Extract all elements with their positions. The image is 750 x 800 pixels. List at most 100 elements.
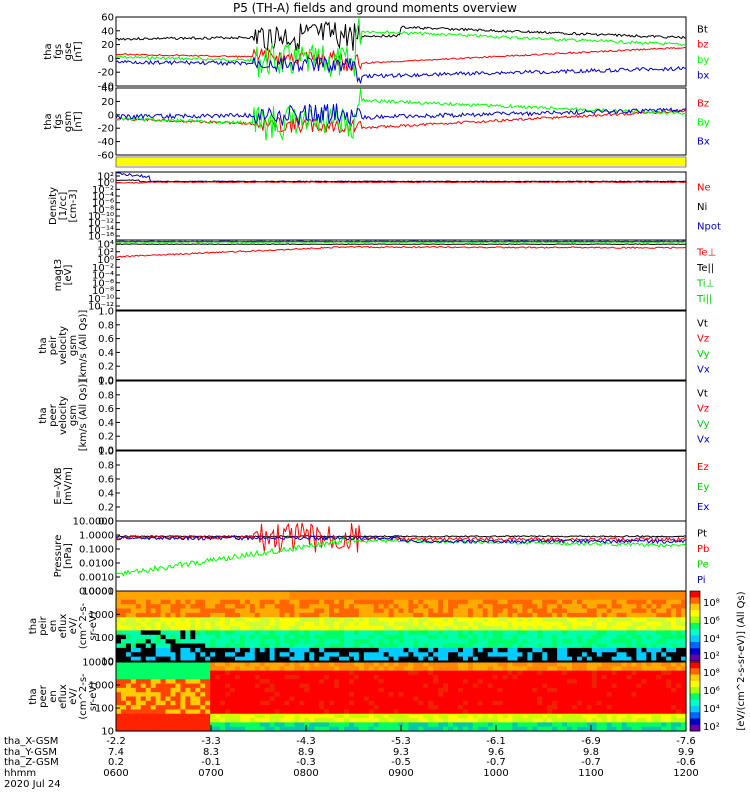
spectrogram-cell — [388, 722, 395, 728]
spectrogram-cell — [120, 705, 127, 711]
spectrogram-cell — [309, 687, 315, 693]
spectrogram-cell — [304, 679, 310, 685]
spectrogram-cell — [304, 683, 310, 689]
spectrogram-cell — [140, 666, 147, 672]
spectrogram-cell — [116, 639, 122, 645]
spectrogram-cell — [522, 630, 528, 636]
spectrogram-cell — [492, 696, 499, 702]
spectrogram-cell — [180, 726, 186, 732]
spectrogram-cell — [472, 683, 479, 689]
spectrogram-cell — [477, 670, 484, 676]
spectrogram-cell — [329, 647, 335, 653]
spectrogram-cell — [353, 700, 360, 706]
spectrogram-cell — [453, 612, 459, 618]
spectrogram-cell — [472, 634, 479, 640]
spectrogram-cell — [527, 617, 533, 623]
spectrogram-cell — [651, 700, 657, 706]
spectrogram-cell — [522, 617, 528, 623]
spectrogram-cell — [289, 630, 296, 636]
spectrogram-cell — [462, 705, 469, 711]
spectrogram-cell — [606, 604, 613, 610]
panel-frame — [115, 310, 687, 381]
spectrogram-cell — [626, 722, 633, 728]
spectrogram-cell — [443, 662, 449, 667]
spectrogram-cell — [438, 591, 444, 596]
spectrogram-cell — [210, 679, 216, 685]
spectrogram-cell — [284, 630, 291, 636]
spectrogram-cell — [477, 599, 484, 605]
spectrogram-cell — [239, 722, 246, 728]
spectrogram-cell — [676, 713, 682, 719]
spectrogram-cell — [244, 696, 251, 702]
spectrogram-cell — [309, 700, 315, 706]
spectrogram-cell — [284, 634, 291, 640]
colorbar-cell — [690, 705, 700, 713]
spectrogram-cell — [269, 656, 276, 662]
colorbar-tick-label: 10² — [703, 722, 720, 733]
spectrogram-cell — [413, 722, 419, 728]
spectrogram-cell — [636, 608, 642, 614]
y-tick-label: 1.0000 — [79, 531, 114, 542]
spectrogram-cell — [601, 662, 608, 667]
spectrogram-cell — [130, 621, 137, 627]
spectrogram-cell — [438, 621, 444, 627]
spectrogram-cell — [244, 608, 251, 614]
spectrogram-cell — [299, 652, 305, 658]
spectrogram-cell — [433, 687, 439, 693]
spectrogram-cell — [586, 647, 593, 653]
spectrogram-cell — [606, 674, 613, 680]
spectrogram-cell — [507, 709, 514, 715]
spectrogram-cell — [284, 617, 291, 623]
spectrogram-cell — [681, 643, 687, 649]
spectrogram-cell — [334, 595, 340, 601]
spectrogram-cell — [269, 700, 276, 706]
spectrogram-cell — [234, 652, 241, 658]
spectrogram-cell — [378, 700, 385, 706]
spectrogram-cell — [220, 591, 226, 596]
spectrogram-cell — [230, 709, 236, 715]
y-tick-label: 0.0100 — [79, 559, 114, 570]
spectrogram-cell — [244, 656, 251, 662]
spectrogram-cell — [676, 604, 682, 610]
spectrogram-cell — [244, 599, 251, 605]
spectrogram-cell — [462, 591, 469, 596]
spectrogram-cell — [170, 595, 177, 601]
spectrogram-cell — [215, 662, 221, 667]
spectrogram-cell — [195, 656, 201, 662]
spectrogram-cell — [259, 621, 266, 627]
spectrogram-cell — [155, 692, 162, 698]
spectrogram-cell — [210, 700, 216, 706]
spectrogram-cell — [279, 599, 286, 605]
spectrogram-cell — [671, 656, 677, 662]
spectrogram-cell — [116, 696, 122, 702]
spectrogram-cell — [165, 643, 172, 649]
y-tick-label: 0.0010 — [79, 573, 114, 584]
spectrogram-cell — [512, 722, 519, 728]
spectrogram-cell — [324, 652, 330, 658]
spectrogram-cell — [145, 630, 152, 636]
spectrogram-cell — [190, 726, 196, 732]
spectrogram-cell — [487, 683, 494, 689]
spectrogram-cell — [353, 670, 360, 676]
y-axis-label: [1/cc] — [58, 192, 69, 221]
spectrogram-cell — [676, 696, 682, 702]
y-tick-label: 0.2 — [98, 503, 114, 514]
spectrogram-cell — [676, 639, 682, 645]
spectrogram-cell — [309, 666, 315, 672]
spectrogram-cell — [586, 639, 593, 645]
spectrogram-cell — [448, 709, 454, 715]
spectrogram-cell — [344, 608, 350, 614]
spectrogram-cell — [477, 696, 484, 702]
spectrogram-cell — [492, 612, 499, 618]
spectrogram-cell — [418, 599, 424, 605]
spectrogram-cell — [150, 591, 157, 596]
spectrogram-cell — [120, 630, 127, 636]
spectrogram-cell — [348, 647, 355, 653]
spectrogram-cell — [572, 713, 578, 719]
spectrogram-cell — [586, 683, 593, 689]
spectrogram-cell — [185, 604, 191, 610]
spectrogram-cell — [596, 692, 603, 698]
spectrogram-cell — [532, 722, 538, 728]
spectrogram-cell — [170, 647, 177, 653]
spectrogram-cell — [413, 591, 419, 596]
